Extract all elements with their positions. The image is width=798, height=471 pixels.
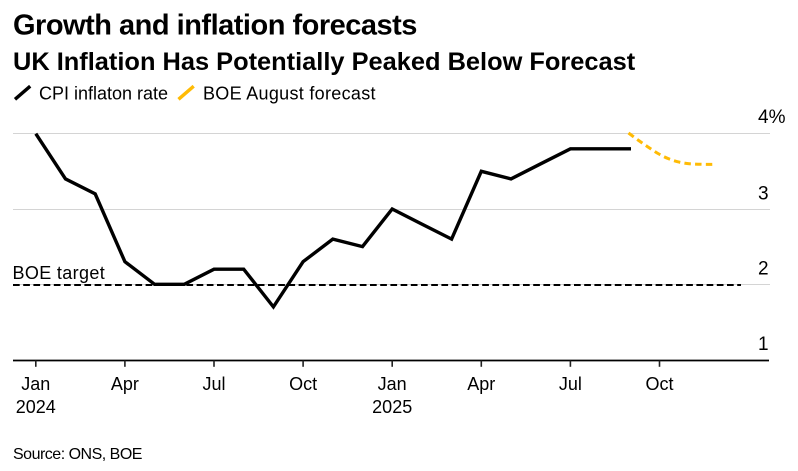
svg-text:Jul: Jul xyxy=(202,374,225,394)
svg-text:Apr: Apr xyxy=(467,374,495,394)
svg-text:2025: 2025 xyxy=(372,397,412,417)
svg-text:Source: ONS, BOE: Source: ONS, BOE xyxy=(13,446,142,463)
svg-text:3: 3 xyxy=(758,183,769,204)
svg-text:CPI inflaton rate: CPI inflaton rate xyxy=(39,83,168,103)
svg-text:Apr: Apr xyxy=(111,374,139,394)
svg-text:BOE target: BOE target xyxy=(13,263,106,283)
svg-text:Growth and inflation forecasts: Growth and inflation forecasts xyxy=(13,10,417,42)
svg-text:2024: 2024 xyxy=(16,397,56,417)
svg-text:Jan: Jan xyxy=(21,374,50,394)
svg-text:4%: 4% xyxy=(758,107,786,128)
svg-text:Jul: Jul xyxy=(559,374,582,394)
svg-text:Oct: Oct xyxy=(645,374,673,394)
svg-text:Jan: Jan xyxy=(378,374,407,394)
svg-text:UK Inflation Has Potentially P: UK Inflation Has Potentially Peaked Belo… xyxy=(13,48,636,76)
svg-text:Oct: Oct xyxy=(289,374,317,394)
svg-text:2: 2 xyxy=(758,258,769,279)
svg-text:1: 1 xyxy=(758,334,769,355)
svg-text:BOE August forecast: BOE August forecast xyxy=(203,83,376,103)
